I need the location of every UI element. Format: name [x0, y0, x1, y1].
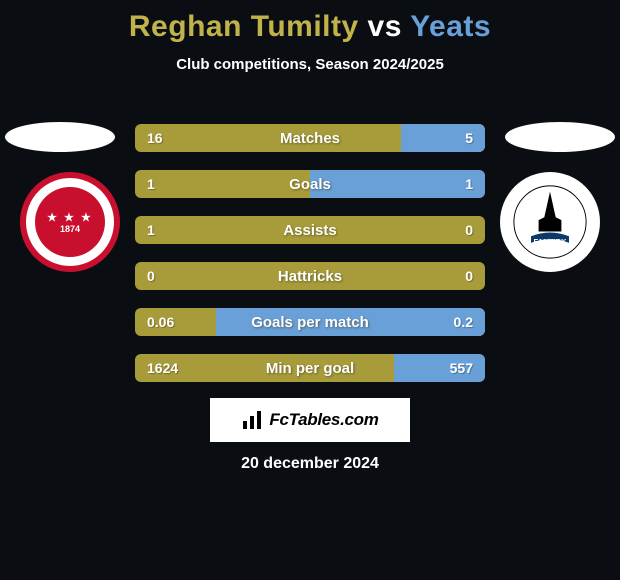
player1-name: Reghan Tumilty — [129, 10, 359, 43]
crest-stars-icon: ★ ★ ★ — [47, 211, 93, 224]
subtitle: Club competitions, Season 2024/2025 — [0, 56, 620, 73]
stat-row: 0.06Goals per match0.2 — [135, 308, 485, 336]
stat-label: Goals per match — [135, 314, 485, 331]
steeple-icon: FALKIRK — [512, 184, 588, 260]
player2-crest-inner: FALKIRK — [510, 182, 590, 262]
crest-year: 1874 — [60, 224, 80, 234]
crest-right-label: FALKIRK — [534, 237, 567, 246]
stat-label: Hattricks — [135, 268, 485, 285]
stat-label: Goals — [135, 176, 485, 193]
right-oval-decor — [505, 122, 615, 152]
page-title: Reghan Tumilty vs Yeats — [0, 0, 620, 44]
stat-row: 1624Min per goal557 — [135, 354, 485, 382]
stat-label: Min per goal — [135, 360, 485, 377]
stat-right-value: 0 — [465, 222, 473, 238]
vs-text: vs — [359, 10, 411, 43]
stat-right-value: 0 — [465, 268, 473, 284]
stat-right-value: 0.2 — [454, 314, 473, 330]
stat-right-value: 1 — [465, 176, 473, 192]
stat-label: Matches — [135, 130, 485, 147]
footer-logo-text: FcTables.com — [269, 410, 378, 430]
chart-icon — [241, 409, 263, 431]
footer-date: 20 december 2024 — [0, 455, 620, 473]
stat-right-value: 5 — [465, 130, 473, 146]
stat-row: 0Hattricks0 — [135, 262, 485, 290]
stat-right-value: 557 — [450, 360, 473, 376]
player1-crest: ★ ★ ★ 1874 — [20, 172, 120, 272]
left-oval-decor — [5, 122, 115, 152]
footer-logo: FcTables.com — [210, 398, 410, 442]
stat-row: 1Assists0 — [135, 216, 485, 244]
stat-row: 1Goals1 — [135, 170, 485, 198]
player2-name: Yeats — [410, 10, 491, 43]
player2-crest: FALKIRK — [500, 172, 600, 272]
stat-row: 16Matches5 — [135, 124, 485, 152]
stats-container: 16Matches51Goals11Assists00Hattricks00.0… — [135, 124, 485, 400]
stat-label: Assists — [135, 222, 485, 239]
player1-crest-inner: ★ ★ ★ 1874 — [35, 187, 105, 257]
